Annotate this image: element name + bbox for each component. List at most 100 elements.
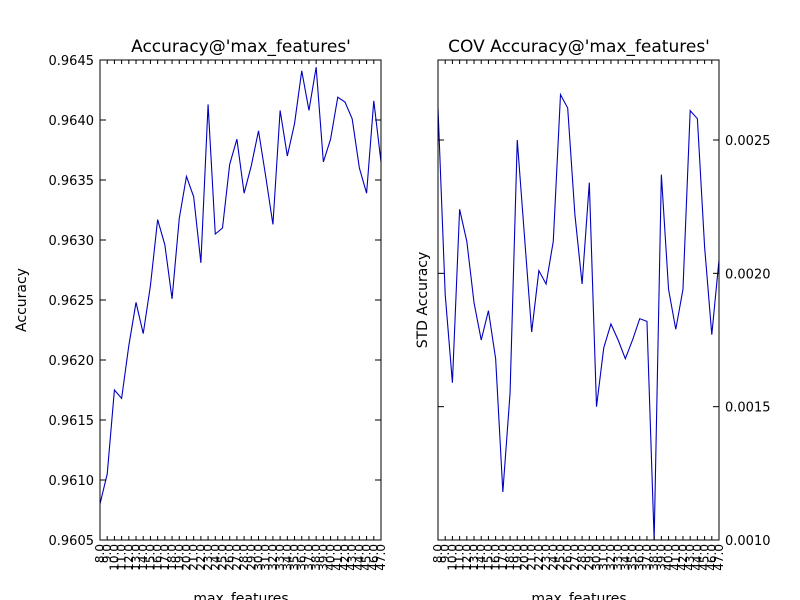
accuracy-xtick-label: 14.0	[136, 544, 150, 571]
std-accuracy-xtick-label: 39.0	[654, 544, 668, 571]
std-accuracy-xtick-label: 13.0	[467, 544, 481, 571]
accuracy-xtick-label: 20.0	[179, 544, 193, 571]
std-accuracy-chart: COV Accuracy@'max_features' STD Accuracy…	[415, 37, 771, 600]
accuracy-xtick-label: 8.0	[93, 544, 107, 563]
accuracy-ytick-label: 0.9615	[49, 414, 95, 429]
std-accuracy-xtick-label: 30.0	[590, 544, 604, 571]
std-accuracy-xtick-label: 27.0	[568, 544, 582, 571]
std-accuracy-xtick-label: 9.0	[438, 544, 452, 563]
std-accuracy-xtick-label: 40.0	[662, 544, 676, 571]
std-accuracy-ytick-label: 0.0025	[725, 134, 771, 149]
accuracy-xtick-label: 46.0	[367, 544, 381, 571]
accuracy-xtick-label: 23.0	[201, 544, 215, 571]
std-accuracy-xtick-label: 15.0	[481, 544, 495, 571]
accuracy-chart-title: Accuracy@'max_features'	[131, 37, 351, 57]
accuracy-xtick-label: 29.0	[244, 544, 258, 571]
std-accuracy-xtick-label: 14.0	[474, 544, 488, 571]
accuracy-xtick-label: 44.0	[352, 544, 366, 571]
accuracy-chart-xlabel: max_features	[193, 591, 288, 600]
accuracy-xtick-label: 19.0	[172, 544, 186, 571]
accuracy-ytick-label: 0.9610	[49, 474, 95, 489]
std-accuracy-xtick-label: 12.0	[460, 544, 474, 571]
accuracy-xtick-label: 31.0	[259, 544, 273, 571]
std-accuracy-xtick-label: 10.0	[445, 544, 459, 571]
accuracy-xtick-label: 34.0	[280, 544, 294, 571]
std-accuracy-xtick-label: 32.0	[604, 544, 618, 571]
std-accuracy-xtick-label: 37.0	[640, 544, 654, 571]
accuracy-xtick-label: 30.0	[252, 544, 266, 571]
accuracy-xtick-label: 39.0	[316, 544, 330, 571]
accuracy-xtick-label: 22.0	[194, 544, 208, 571]
accuracy-ytick-label: 0.9645	[49, 54, 95, 69]
std-accuracy-xtick-label: 22.0	[532, 544, 546, 571]
accuracy-xtick-label: 40.0	[324, 544, 338, 571]
std-accuracy-xtick-label: 20.0	[517, 544, 531, 571]
std-accuracy-xtick-label: 31.0	[597, 544, 611, 571]
std-accuracy-xtick-label: 16.0	[489, 544, 503, 571]
accuracy-ytick-label: 0.9630	[49, 234, 95, 249]
accuracy-xtick-label: 18.0	[165, 544, 179, 571]
accuracy-chart-ylabel: Accuracy	[14, 268, 30, 332]
accuracy-series-line	[99, 67, 382, 505]
std-accuracy-xtick-label: 44.0	[690, 544, 704, 571]
std-accuracy-ytick-label: 0.0015	[725, 401, 771, 416]
accuracy-ytick-label: 0.9640	[49, 114, 95, 129]
std-accuracy-xtick-label: 21.0	[525, 544, 539, 571]
std-accuracy-chart-ylabel: STD Accuracy	[415, 252, 431, 349]
accuracy-xtick-label: 43.0	[345, 544, 359, 571]
std-accuracy-xtick-label: 47.0	[712, 544, 726, 571]
accuracy-xtick-label: 35.0	[288, 544, 302, 571]
std-accuracy-chart-title: COV Accuracy@'max_features'	[448, 37, 710, 57]
std-accuracy-xtick-label: 38.0	[647, 544, 661, 571]
accuracy-xtick-label: 10.0	[107, 544, 121, 571]
accuracy-xtick-label: 27.0	[230, 544, 244, 571]
std-accuracy-xtick-label: 19.0	[510, 544, 524, 571]
std-accuracy-xtick-label: 34.0	[618, 544, 632, 571]
std-accuracy-xtick-label: 33.0	[611, 544, 625, 571]
accuracy-xtick-label: 12.0	[122, 544, 136, 571]
accuracy-xtick-label: 26.0	[223, 544, 237, 571]
accuracy-xtick-label: 37.0	[302, 544, 316, 571]
std-accuracy-xtick-label: 42.0	[676, 544, 690, 571]
std-accuracy-xtick-label: 23.0	[539, 544, 553, 571]
std-accuracy-chart-xlabel: max_features	[531, 591, 626, 600]
accuracy-xtick-label: 41.0	[331, 544, 345, 571]
accuracy-plot-frame	[99, 59, 382, 541]
accuracy-xtick-label: 11.0	[115, 544, 129, 571]
accuracy-xtick-label: 15.0	[143, 544, 157, 571]
std-accuracy-xtick-label: 26.0	[561, 544, 575, 571]
std-accuracy-xtick-label: 25.0	[553, 544, 567, 571]
accuracy-xtick-label: 28.0	[237, 544, 251, 571]
std-accuracy-ytick-label: 0.0020	[725, 267, 771, 282]
std-accuracy-xtick-label: 8.0	[431, 544, 445, 563]
accuracy-xtick-label: 38.0	[309, 544, 323, 571]
std-accuracy-ytick-label: 0.0010	[725, 534, 771, 549]
accuracy-xtick-label: 36.0	[295, 544, 309, 571]
std-accuracy-xtick-label: 35.0	[626, 544, 640, 571]
accuracy-xtick-label: 9.0	[100, 544, 114, 563]
accuracy-xtick-label: 45.0	[360, 544, 374, 571]
accuracy-ytick-label: 0.9620	[49, 354, 95, 369]
accuracy-ytick-label: 0.9635	[49, 174, 95, 189]
std-accuracy-xtick-label: 46.0	[705, 544, 719, 571]
accuracy-xtick-label: 17.0	[158, 544, 172, 571]
std-accuracy-xtick-label: 11.0	[453, 544, 467, 571]
std-accuracy-xtick-label: 28.0	[575, 544, 589, 571]
std-accuracy-xtick-label: 41.0	[669, 544, 683, 571]
accuracy-xtick-label: 25.0	[215, 544, 229, 571]
accuracy-xtick-label: 24.0	[208, 544, 222, 571]
accuracy-xtick-label: 47.0	[374, 544, 388, 571]
std-accuracy-xtick-label: 29.0	[582, 544, 596, 571]
std-accuracy-plot-frame	[437, 59, 720, 541]
accuracy-xtick-label: 13.0	[129, 544, 143, 571]
std-accuracy-xtick-label: 17.0	[496, 544, 510, 571]
std-accuracy-xtick-label: 18.0	[503, 544, 517, 571]
accuracy-xtick-label: 33.0	[273, 544, 287, 571]
accuracy-xtick-label: 21.0	[187, 544, 201, 571]
accuracy-xtick-label: 16.0	[151, 544, 165, 571]
accuracy-ytick-label: 0.9605	[49, 534, 95, 549]
accuracy-xtick-label: 42.0	[338, 544, 352, 571]
std-accuracy-series-line	[437, 92, 720, 541]
accuracy-xtick-label: 32.0	[266, 544, 280, 571]
